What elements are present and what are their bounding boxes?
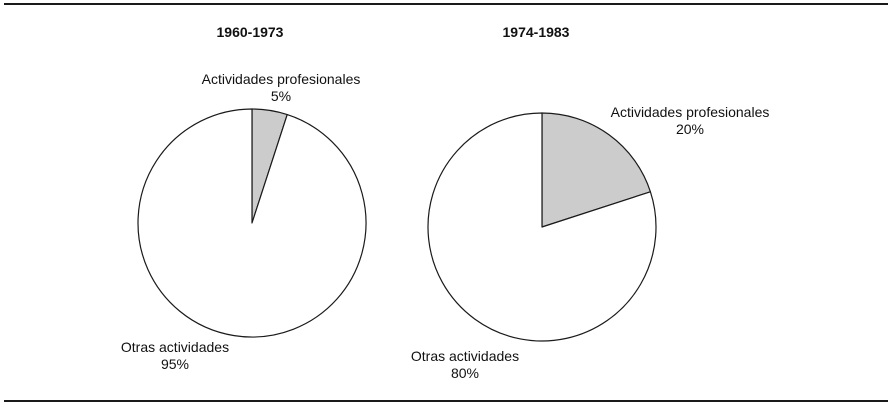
top-rule (4, 3, 888, 5)
slice-label-otras-actividades-1960-1973: Otras actividades 95% (108, 339, 242, 373)
bottom-rule (4, 400, 888, 402)
slice-label-otras-actividades-1974-1983: Otras actividades 80% (398, 348, 532, 382)
chart-title-1960-1973: 1960-1973 (216, 24, 284, 40)
chart-title-1974-1983: 1974-1983 (502, 24, 570, 40)
slice-label-actividades-profesionales-1974-1983: Actividades profesionales 20% (604, 104, 776, 138)
pie-slice-otras-actividades (137, 108, 367, 338)
slice-name: Actividades profesionales (610, 104, 770, 120)
slice-value: 80% (450, 365, 480, 381)
slice-name: Otras actividades (410, 348, 520, 364)
pie-slice-otras-actividades (427, 112, 657, 342)
pie-slice-actividades-profesionales (541, 112, 652, 228)
slice-value: 95% (160, 356, 190, 372)
slice-value: 5% (270, 88, 292, 104)
slice-name: Otras actividades (120, 339, 230, 355)
slice-value: 20% (675, 121, 705, 137)
slice-label-actividades-profesionales-1960-1973: Actividades profesionales 5% (196, 71, 366, 105)
slice-name: Actividades profesionales (201, 71, 361, 87)
